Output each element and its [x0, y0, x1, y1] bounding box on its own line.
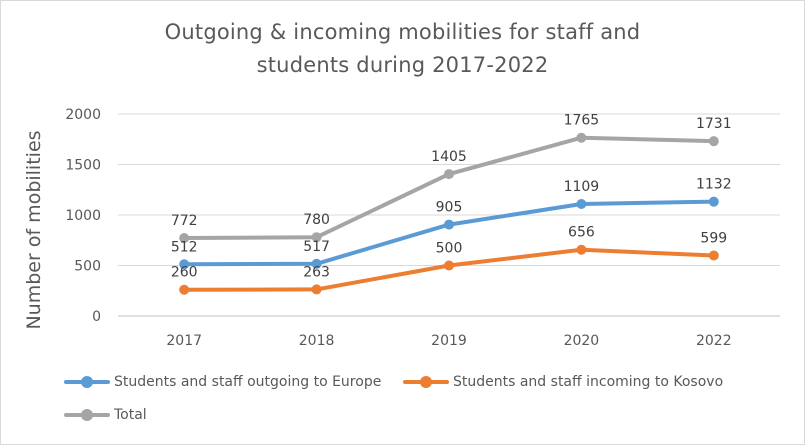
legend-label-total: Total [114, 407, 147, 423]
legend-swatch-outgoing [64, 376, 110, 388]
data-point-incoming-2022 [708, 250, 719, 261]
legend-item-outgoing: Students and staff outgoing to Europe [64, 374, 381, 390]
legend-swatch-total [64, 409, 110, 421]
data-point-outgoing-2019 [444, 219, 454, 230]
chart-title-line-1: Outgoing & incoming mobilities for staff… [164, 20, 641, 44]
y-tick-label-0: 0 [92, 309, 101, 325]
y-tick-label-2000: 2000 [65, 107, 101, 123]
x-tick-label-2020: 2020 [564, 333, 600, 349]
data-point-incoming-2017 [179, 284, 190, 295]
y-tick-label-1500: 1500 [65, 158, 101, 174]
chart-title-line-2: students during 2017-2022 [256, 53, 549, 77]
x-tick-label-2019: 2019 [431, 333, 467, 349]
data-label-incoming-2018: 263 [303, 264, 330, 280]
data-label-total-2020: 1765 [564, 113, 600, 129]
data-label-outgoing-2020: 1109 [564, 179, 600, 195]
data-label-incoming-2019: 500 [436, 241, 463, 257]
y-axis-label: Number of mobilities [23, 130, 45, 329]
data-point-outgoing-2020 [576, 198, 587, 209]
x-tick-label-2018: 2018 [299, 333, 335, 349]
legend-swatch-incoming [403, 376, 449, 388]
data-label-total-2018: 780 [303, 212, 330, 228]
data-label-outgoing-2019: 905 [436, 200, 463, 216]
data-point-total-2019 [444, 169, 454, 180]
y-tick-label-1000: 1000 [65, 208, 101, 224]
data-point-outgoing-2018 [311, 258, 322, 269]
data-point-total-2020 [576, 132, 587, 143]
data-label-outgoing-2017: 512 [171, 239, 198, 255]
data-point-total-2017 [179, 233, 190, 244]
data-label-incoming-2017: 260 [171, 265, 198, 281]
data-point-total-2022 [708, 136, 719, 147]
data-label-total-2022: 1731 [696, 116, 732, 132]
legend-label-incoming: Students and staff incoming to Kosovo [453, 374, 724, 390]
legend-item-total: Total [64, 407, 147, 423]
chart-title: Outgoing & incoming mobilities for staff… [0, 16, 805, 82]
data-point-total-2018 [311, 232, 322, 243]
data-label-total-2019: 1405 [431, 149, 467, 165]
y-tick-label-500: 500 [74, 259, 101, 275]
data-label-outgoing-2018: 517 [303, 239, 330, 255]
x-tick-label-2017: 2017 [166, 333, 202, 349]
data-point-incoming-2020 [576, 244, 587, 255]
data-label-incoming-2020: 656 [568, 225, 595, 241]
legend-label-outgoing: Students and staff outgoing to Europe [114, 374, 382, 390]
legend-item-incoming: Students and staff incoming to Kosovo [403, 374, 723, 390]
data-point-incoming-2019 [444, 260, 454, 271]
data-label-total-2017: 772 [171, 213, 198, 229]
data-point-incoming-2018 [311, 284, 322, 295]
data-point-outgoing-2017 [179, 259, 190, 270]
data-label-incoming-2022: 599 [700, 231, 727, 247]
data-point-outgoing-2022 [708, 196, 719, 207]
x-tick-label-2022: 2022 [696, 333, 732, 349]
data-label-outgoing-2022: 1132 [696, 177, 732, 193]
